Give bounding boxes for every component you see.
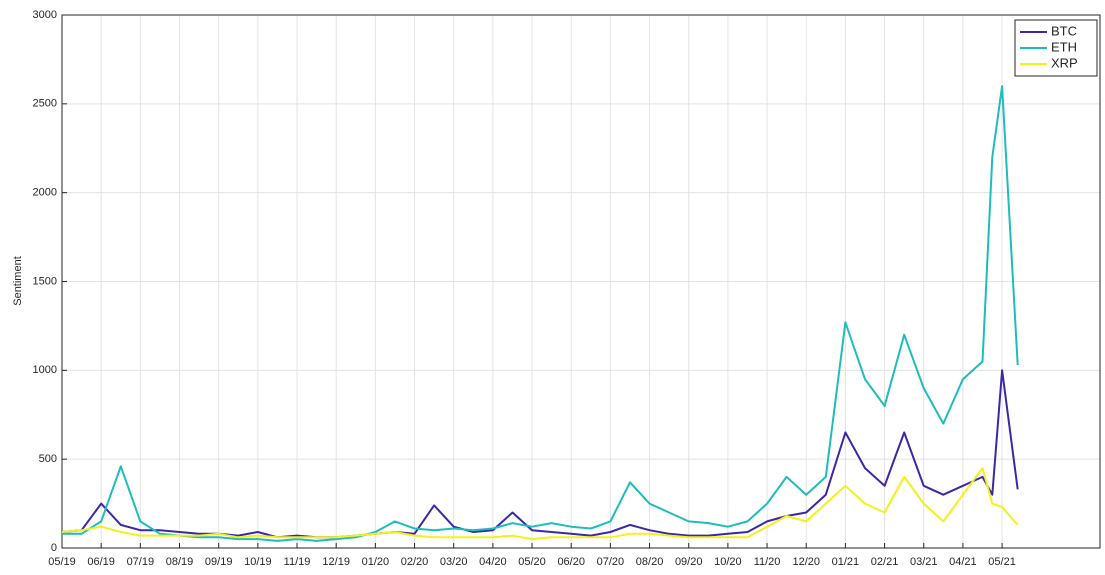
- x-tick-label: 02/21: [871, 556, 899, 568]
- x-tick-label: 09/19: [205, 556, 233, 568]
- y-tick-label: 2500: [33, 98, 57, 110]
- y-tick-label: 0: [51, 542, 57, 554]
- legend-label: BTC: [1051, 23, 1077, 38]
- series-line: [61, 467, 1019, 541]
- x-tick-label: 10/20: [714, 556, 742, 568]
- x-tick-label: 12/19: [322, 556, 350, 568]
- x-tick-label: 01/20: [362, 556, 390, 568]
- legend-label: ETH: [1051, 39, 1077, 54]
- x-tick-label: 03/21: [910, 556, 938, 568]
- x-tick-label: 12/20: [792, 556, 820, 568]
- x-tick-label: 04/20: [479, 556, 507, 568]
- x-tick-label: 05/20: [518, 556, 546, 568]
- y-tick-label: 2000: [33, 187, 57, 199]
- y-tick-label: 1000: [33, 364, 57, 376]
- x-tick-label: 09/20: [675, 556, 703, 568]
- x-tick-label: 05/19: [48, 556, 76, 568]
- y-tick-label: 3000: [33, 9, 57, 21]
- x-tick-label: 08/19: [166, 556, 194, 568]
- x-tick-label: 01/21: [832, 556, 860, 568]
- x-tick-label: 07/19: [127, 556, 155, 568]
- x-tick-label: 05/21: [988, 556, 1016, 568]
- y-axis-label: Sentiment: [12, 256, 24, 306]
- x-tick-label: 06/20: [557, 556, 585, 568]
- x-tick-label: 03/20: [440, 556, 468, 568]
- x-tick-label: 11/19: [284, 556, 311, 568]
- x-tick-label: 08/20: [636, 556, 664, 568]
- x-tick-label: 06/19: [87, 556, 115, 568]
- x-tick-label: 02/20: [401, 556, 429, 568]
- x-tick-label: 11/20: [754, 556, 781, 568]
- y-tick-label: 1500: [33, 275, 57, 287]
- x-tick-label: 10/19: [244, 556, 272, 568]
- series-line: [62, 85, 1019, 542]
- y-tick-label: 500: [39, 453, 57, 465]
- legend-label: XRP: [1051, 55, 1078, 70]
- x-tick-label: 04/21: [949, 556, 977, 568]
- axes-box: [61, 14, 1101, 549]
- x-tick-label: 07/20: [597, 556, 625, 568]
